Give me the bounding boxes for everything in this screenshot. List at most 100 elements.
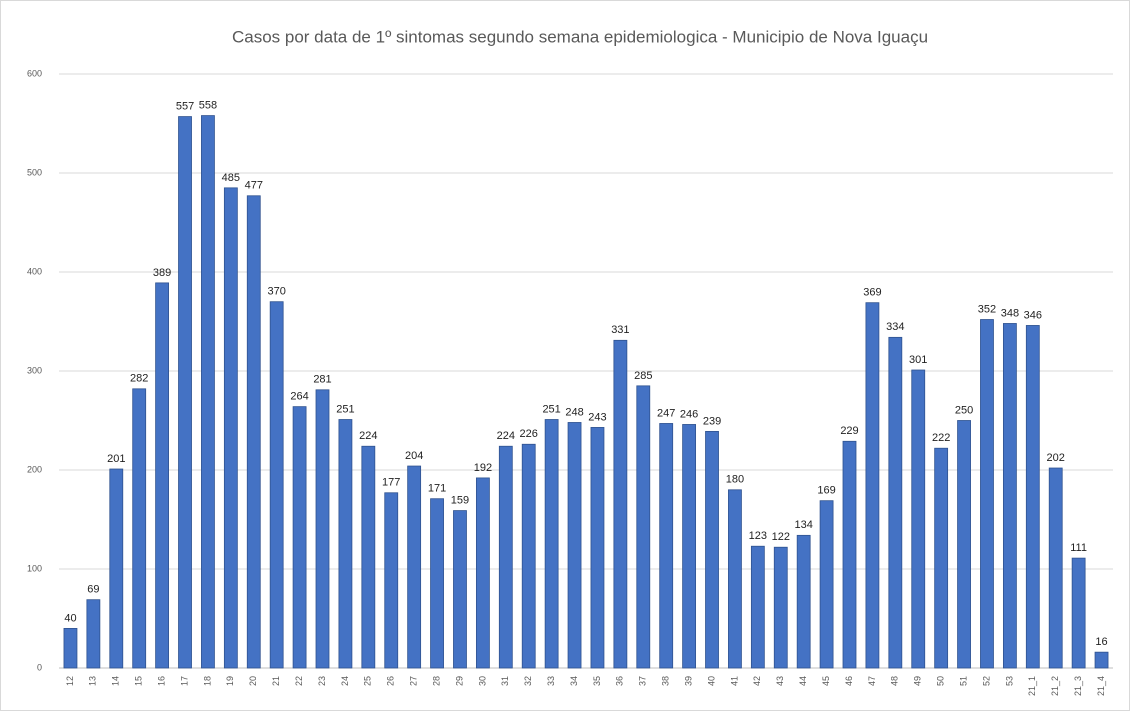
value-label: 134 <box>794 519 812 531</box>
bar <box>384 492 399 669</box>
x-tick-label: 50 <box>936 676 946 686</box>
y-tick-label: 300 <box>27 365 42 375</box>
bar <box>1048 467 1063 669</box>
value-label: 389 <box>153 267 171 279</box>
value-label: 239 <box>703 415 721 427</box>
bar <box>842 440 857 669</box>
bar <box>865 302 880 669</box>
bar <box>888 336 903 669</box>
bar <box>659 423 674 669</box>
x-tick-label: 30 <box>477 676 487 686</box>
value-label: 246 <box>680 408 698 420</box>
value-label: 334 <box>886 321 904 333</box>
x-tick-label: 33 <box>546 676 556 686</box>
value-label: 264 <box>290 391 308 403</box>
x-tick-label: 42 <box>752 676 762 686</box>
value-label: 346 <box>1024 309 1042 321</box>
x-tick-label: 49 <box>913 676 923 686</box>
bar <box>361 445 376 669</box>
bar <box>613 339 628 669</box>
x-tick-label: 23 <box>317 676 327 686</box>
x-tick-label: 52 <box>981 676 991 686</box>
value-label: 180 <box>726 474 744 486</box>
bar <box>269 301 284 669</box>
value-label: 123 <box>749 530 767 542</box>
x-tick-label: 20 <box>248 676 258 686</box>
bar <box>796 534 811 669</box>
x-tick-label: 26 <box>386 676 396 686</box>
bar <box>682 424 697 669</box>
value-label: 192 <box>474 462 492 474</box>
value-label: 557 <box>176 100 194 112</box>
value-label: 352 <box>978 303 996 315</box>
x-tick-label: 40 <box>706 676 716 686</box>
x-tick-label: 12 <box>65 676 75 686</box>
x-tick-label: 51 <box>958 676 968 686</box>
x-tick-label: 45 <box>821 676 831 686</box>
value-label: 16 <box>1095 636 1107 648</box>
x-tick-label: 37 <box>638 676 648 686</box>
bar <box>430 498 444 669</box>
bar <box>957 420 971 669</box>
bar <box>407 465 422 669</box>
bar <box>980 319 994 669</box>
bar <box>109 468 124 669</box>
value-label: 247 <box>657 407 675 419</box>
value-label: 177 <box>382 477 400 489</box>
bar <box>223 187 238 669</box>
value-label: 251 <box>542 403 560 415</box>
value-label: 224 <box>359 430 377 442</box>
value-label: 250 <box>955 404 973 416</box>
x-tick-label: 24 <box>340 676 350 686</box>
bar <box>155 282 170 669</box>
value-label: 348 <box>1001 307 1019 319</box>
x-tick-label: 34 <box>569 676 579 686</box>
bar <box>132 388 147 669</box>
value-label: 122 <box>772 531 790 543</box>
value-label: 251 <box>336 403 354 415</box>
value-label: 229 <box>840 425 858 437</box>
bar <box>819 500 834 669</box>
bar <box>338 419 353 669</box>
bar <box>636 385 651 669</box>
x-tick-label: 29 <box>454 676 464 686</box>
bar <box>544 419 559 669</box>
x-tick-label: 31 <box>500 676 510 686</box>
x-tick-label: 14 <box>111 676 121 686</box>
bar <box>86 599 101 669</box>
x-tick-label: 21_4 <box>1096 676 1106 696</box>
y-tick-label: 100 <box>27 563 42 573</box>
value-label: 224 <box>497 430 515 442</box>
x-tick-label: 32 <box>523 676 533 686</box>
bar <box>750 545 765 669</box>
value-label: 301 <box>909 354 927 366</box>
value-label: 243 <box>588 411 606 423</box>
bar <box>475 477 490 669</box>
bar <box>178 116 192 669</box>
value-label: 248 <box>565 406 583 418</box>
bar <box>1002 323 1017 669</box>
bar <box>1071 557 1086 669</box>
value-label: 485 <box>222 172 240 184</box>
bar <box>911 369 926 669</box>
x-tick-label: 46 <box>844 676 854 686</box>
bar <box>728 489 742 669</box>
value-label: 111 <box>1070 542 1087 554</box>
x-tick-label: 43 <box>775 676 785 686</box>
x-tick-label: 18 <box>202 676 212 686</box>
x-tick-label: 16 <box>156 676 166 686</box>
bar <box>567 422 582 669</box>
bar <box>1094 651 1109 669</box>
y-tick-label: 400 <box>27 266 42 276</box>
bar <box>63 628 78 669</box>
bar <box>1025 325 1040 669</box>
value-label: 331 <box>611 324 629 336</box>
x-tick-label: 17 <box>179 676 189 686</box>
value-label: 171 <box>428 483 446 495</box>
x-tick-label: 41 <box>729 676 739 686</box>
bar <box>246 195 261 669</box>
bar <box>773 546 788 669</box>
value-label: 201 <box>107 453 125 465</box>
